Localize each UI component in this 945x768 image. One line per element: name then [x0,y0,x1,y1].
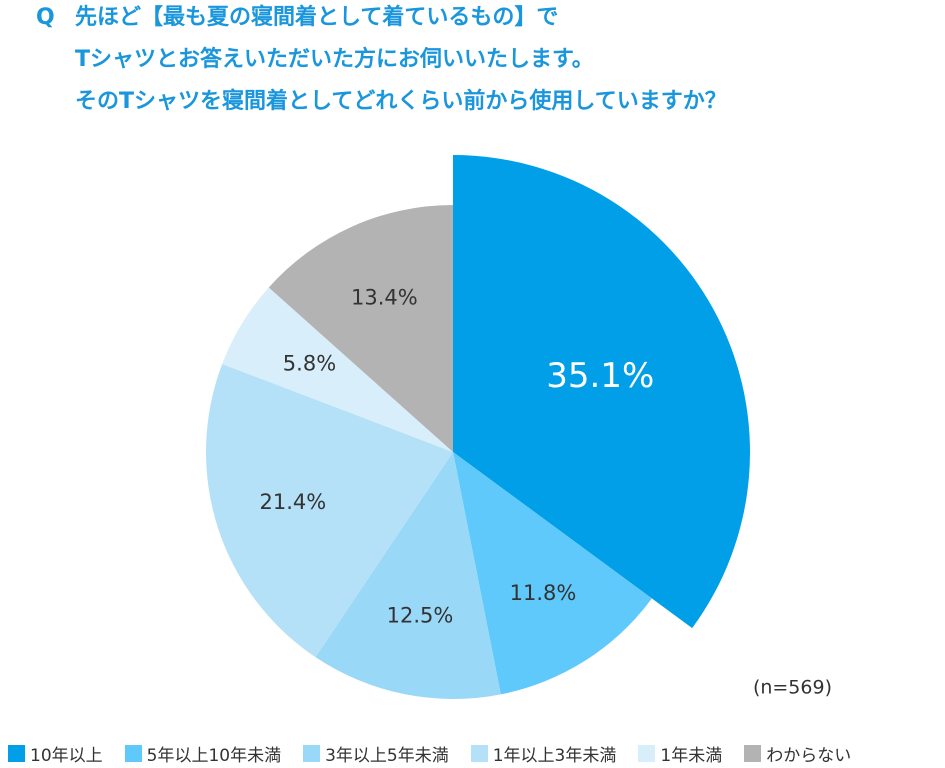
pie-slice [222,287,453,452]
pie-slice [268,205,453,452]
legend-swatch [303,745,321,762]
legend-swatch [124,745,142,762]
data-label: 5.8% [283,352,336,376]
legend-label: 10年以上 [30,746,103,766]
sample-note: (n=569) [753,677,832,699]
legend-label: 1年未満 [660,746,723,766]
legend-item: わからない [744,741,851,766]
legend-label: わからない [766,746,852,766]
pie-slice [453,452,652,695]
pie-slice [315,452,501,699]
chart-title-line: 先ほど【最も夏の寝間着として着ているもの】で [75,4,558,30]
data-label: 11.8% [510,581,577,605]
legend-label: 3年以上5年未満 [325,746,449,766]
data-label: 13.4% [351,286,418,310]
legend-item: 1年以上3年未満 [470,741,617,766]
chart: Q 先ほど【最も夏の寝間着として着ているもの】で Tシャツとお答えいただいた方に… [36,4,832,699]
legend-label: 1年以上3年未満 [492,746,617,766]
question-mark: Q [36,5,55,30]
pie-slice [453,155,751,629]
chart-title-line: そのTシャツを寝間着としてどれくらい前から使用していますか？ [75,88,727,114]
legend: 10年以上 5年以上10年未満 3年以上5年未満 1年以上3年未満 1年未満 わからない [8,741,851,766]
legend-item: 10年以上 [8,741,103,766]
legend-swatch [638,745,656,762]
legend-swatch [470,745,488,762]
legend-label: 5年以上10年未満 [146,746,282,766]
data-label: 35.1% [546,356,654,396]
chart-title-line: Tシャツとお答えいただいた方にお伺いいたします。 [75,46,594,72]
legend-swatch [8,745,25,762]
data-label: 21.4% [260,490,327,514]
legend-swatch [744,745,762,762]
pie-slice [206,363,453,658]
legend-item: 3年以上5年未満 [303,741,449,766]
data-label: 12.5% [387,604,454,628]
legend-item: 5年以上10年未満 [124,741,282,766]
legend-item: 1年未満 [638,741,722,766]
